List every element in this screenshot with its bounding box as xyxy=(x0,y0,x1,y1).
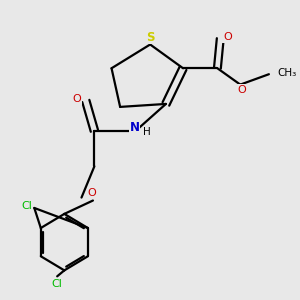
Text: S: S xyxy=(146,31,154,44)
Text: O: O xyxy=(73,94,82,104)
Text: N: N xyxy=(129,121,140,134)
Text: O: O xyxy=(223,32,232,42)
Text: CH₃: CH₃ xyxy=(278,68,297,78)
Text: Cl: Cl xyxy=(22,202,33,212)
Text: O: O xyxy=(87,188,96,198)
Text: Cl: Cl xyxy=(22,202,33,212)
Text: O: O xyxy=(237,85,246,95)
Text: Cl: Cl xyxy=(52,279,63,289)
Text: H: H xyxy=(143,127,151,137)
